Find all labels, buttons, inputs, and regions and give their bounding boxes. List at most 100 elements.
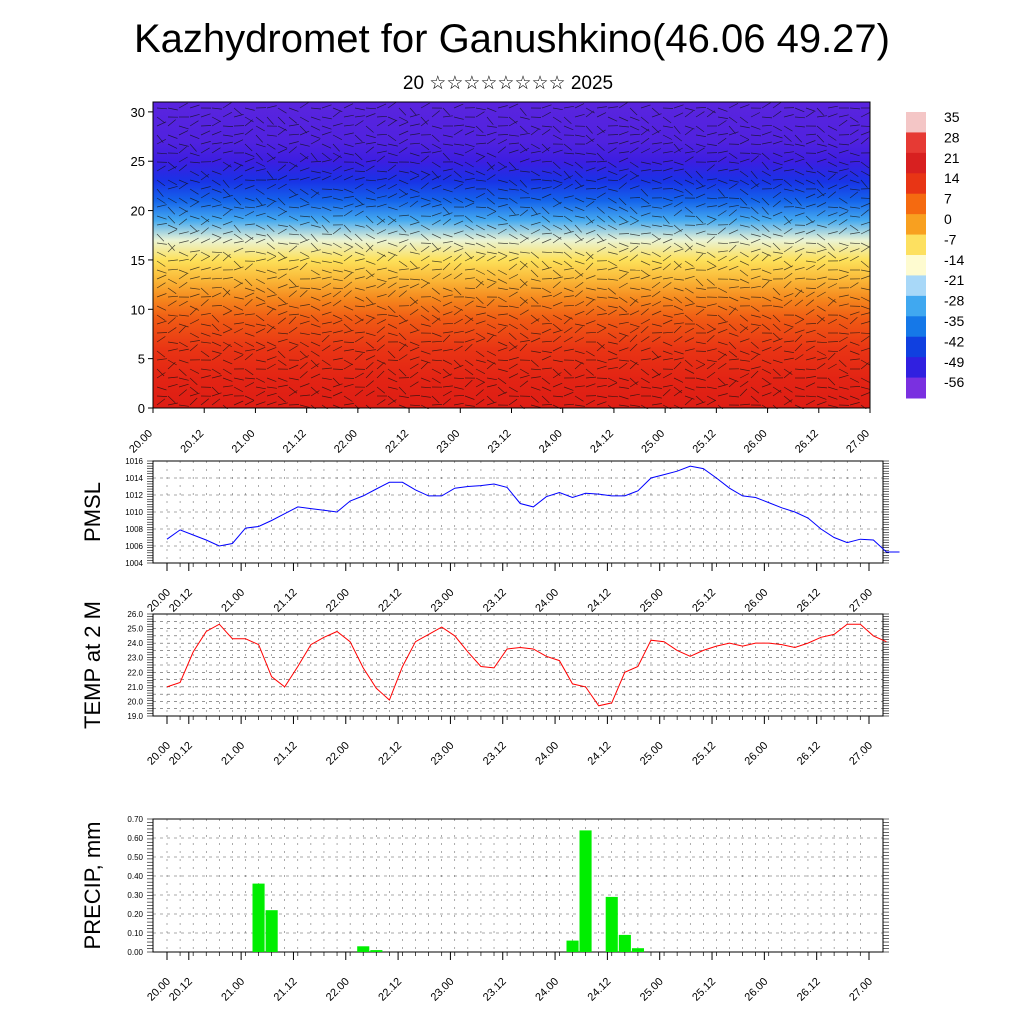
wind-barb (695, 185, 706, 190)
wind-barb (574, 161, 583, 169)
wind-barb (255, 116, 265, 124)
wind-barb (761, 224, 770, 233)
wind-barb (728, 218, 738, 226)
wind-barb (365, 269, 374, 277)
wind-barb (288, 313, 300, 316)
wind-barb (750, 326, 760, 334)
wind-barb (805, 368, 817, 371)
wind-barb (552, 359, 563, 363)
wind-barb (486, 282, 496, 289)
wind-barb (431, 184, 442, 190)
wind-barb (541, 386, 552, 392)
wind-barb (508, 263, 518, 271)
wind-barb (728, 168, 739, 172)
wind-barb (431, 143, 441, 150)
wind-barb (541, 395, 550, 404)
wind-barb (552, 179, 563, 184)
wind-barb (464, 170, 475, 175)
wind-barb (530, 197, 541, 201)
wind-barb (640, 224, 651, 228)
wind-barb (233, 313, 244, 316)
wind-barb (706, 132, 717, 136)
wind-barb (794, 197, 802, 206)
wind-barb (508, 103, 519, 109)
wind-barb (783, 197, 793, 205)
wind-barb (607, 266, 618, 271)
wind-barb (772, 323, 781, 331)
wind-barb (211, 314, 220, 323)
wind-barb (288, 188, 298, 196)
wind-barb (167, 242, 175, 251)
wind-barb (563, 295, 574, 298)
wind-barb (497, 326, 507, 334)
wind-barb (167, 107, 178, 111)
wind-barb (255, 359, 266, 363)
wind-barb (442, 301, 453, 307)
wind-barb (453, 262, 462, 271)
wind-barb (244, 400, 255, 406)
wind-barb (398, 239, 409, 244)
wind-barb (233, 107, 242, 115)
wind-barb (541, 267, 552, 271)
wind-barb (321, 175, 332, 181)
wind-barb (849, 188, 860, 191)
wind-barb (387, 183, 397, 190)
wind-barb (244, 287, 255, 292)
x-tick-label: 20.12 (167, 587, 195, 615)
wind-barb (563, 183, 573, 190)
wind-barb (651, 215, 662, 218)
wind-barb (508, 206, 516, 215)
wind-barb (750, 366, 761, 370)
wind-barb (761, 116, 773, 119)
wind-barb (398, 116, 409, 122)
wind-barb (497, 255, 507, 262)
wind-barb (189, 332, 199, 339)
wind-barb (211, 277, 223, 280)
wind-barb (552, 107, 563, 111)
wind-barb (387, 152, 398, 157)
wind-barb (530, 229, 541, 235)
wind-barb (772, 211, 783, 217)
wind-barb (189, 104, 200, 109)
wind-barb (739, 206, 750, 209)
wind-barb (310, 206, 321, 210)
wind-barb (453, 345, 463, 352)
wind-barb (519, 188, 529, 195)
wind-barb (222, 253, 231, 262)
wind-barb (805, 161, 814, 170)
wind-barb (508, 197, 518, 204)
wind-barb (409, 346, 420, 352)
wind-barb (673, 386, 683, 394)
wind-barb (420, 102, 430, 109)
wind-barb (189, 319, 200, 325)
wind-barb (838, 149, 849, 154)
wind-barb (222, 164, 231, 172)
wind-barb (497, 305, 509, 307)
wind-barb (310, 224, 321, 228)
wind-barb (618, 221, 629, 226)
wind-barb (849, 358, 860, 361)
wind-barb (640, 251, 651, 256)
wind-barb (310, 323, 321, 328)
wind-barb (596, 323, 607, 329)
wind-barb (464, 224, 474, 231)
wind-barb (640, 303, 651, 307)
wind-barb (486, 206, 497, 212)
wind-barb (354, 224, 365, 228)
wind-barb (464, 343, 473, 352)
wind-barb (376, 143, 387, 147)
wind-barb (178, 314, 189, 317)
wind-barb (816, 242, 826, 249)
wind-barb (464, 148, 475, 154)
wind-barb (541, 179, 552, 182)
wind-barb (739, 233, 749, 241)
wind-barb (255, 323, 266, 327)
wind-barb (838, 114, 849, 118)
wind-barb (211, 107, 222, 110)
wind-barb (596, 305, 606, 312)
wind-barb (585, 167, 596, 172)
wind-barb (200, 255, 210, 262)
wind-barb (640, 260, 651, 266)
wind-barb (266, 215, 277, 221)
y-tick-label: 0.60 (127, 834, 143, 843)
